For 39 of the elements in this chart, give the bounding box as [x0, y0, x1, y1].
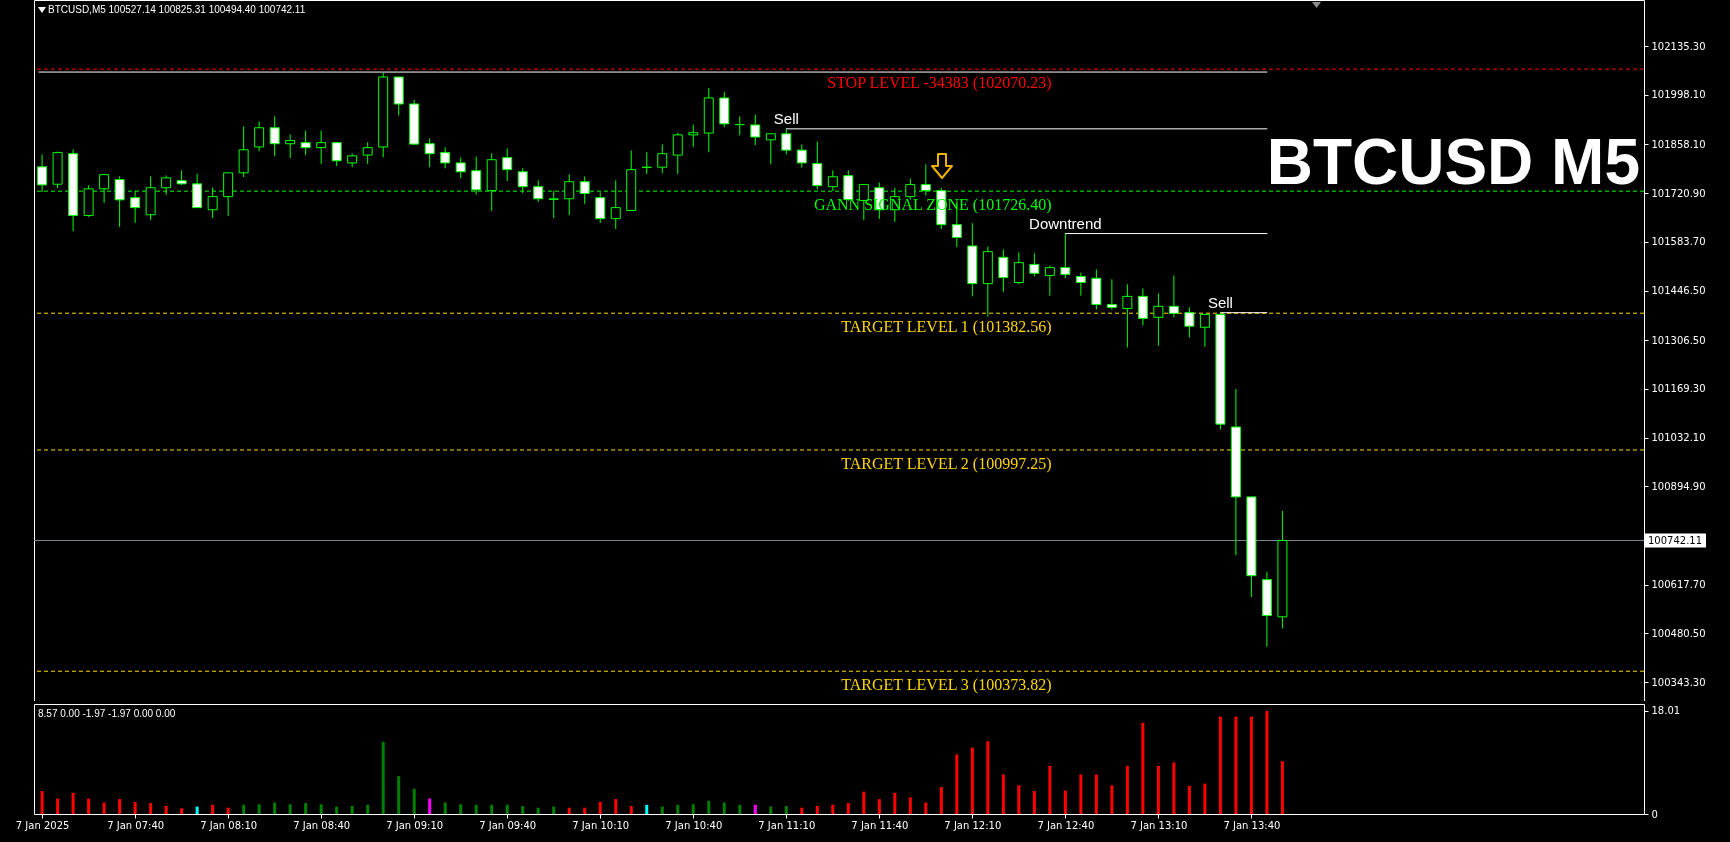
annotation: Sell — [1207, 293, 1233, 311]
x-tick-label: 7 Jan 08:40 — [293, 819, 351, 831]
y-tick-label: 0 — [1651, 808, 1658, 820]
ref-line-label: TARGET LEVEL 3 (100373.82) — [841, 676, 1052, 695]
x-tick-label: 7 Jan 11:40 — [851, 819, 909, 831]
x-tick-label: 7 Jan 2025 — [15, 819, 70, 831]
y-tick-label: 100894.90 — [1651, 480, 1706, 492]
x-tick-label: 7 Jan 13:10 — [1130, 819, 1188, 831]
y-tick-label: 18.01 — [1651, 705, 1681, 717]
y-tick-label: 100480.50 — [1651, 627, 1706, 639]
y-tick-label: 100617.70 — [1651, 579, 1706, 591]
chart-title: 8.57 0.00 -1.97 -1.97 0.00 0.00 — [38, 708, 176, 719]
x-tick-label: 7 Jan 08:10 — [200, 819, 258, 831]
y-tick-label: 101306.50 — [1651, 334, 1706, 346]
ref-line-label: TARGET LEVEL 2 (100997.25) — [841, 454, 1052, 473]
y-tick-label: 101998.10 — [1651, 89, 1706, 101]
y-tick-label: 101583.70 — [1651, 236, 1706, 248]
y-tick-label: 101858.10 — [1651, 138, 1706, 150]
annotation: Downtrend — [1029, 214, 1102, 232]
x-tick-label: 7 Jan 11:10 — [758, 819, 816, 831]
x-tick-label: 7 Jan 12:10 — [944, 819, 1002, 831]
text: BTCUSD M5 — [1266, 126, 1640, 198]
x-tick-label: 7 Jan 10:40 — [665, 819, 723, 831]
ref-line-label: STOP LEVEL -34383 (102070.23) — [827, 74, 1052, 93]
x-tick-label: 7 Jan 07:40 — [107, 819, 165, 831]
y-tick-label: 102135.30 — [1651, 40, 1706, 52]
x-tick-label: 7 Jan 09:10 — [386, 819, 444, 831]
y-tick-label: 101446.50 — [1651, 285, 1706, 297]
y-tick-label: 101032.10 — [1651, 432, 1706, 444]
chart-title: BTCUSD,M5 100527.14 100825.31 100494.40 100742.11 — [48, 4, 306, 15]
annotation: Sell — [773, 109, 799, 127]
x-tick-label: 7 Jan 10:10 — [572, 819, 630, 831]
x-tick-label: 7 Jan 13:40 — [1223, 819, 1281, 831]
x-tick-label: 7 Jan 09:40 — [479, 819, 537, 831]
y-tick-label: 101720.90 — [1651, 187, 1706, 199]
ref-line-label: TARGET LEVEL 1 (101382.56) — [841, 318, 1052, 337]
y-tick-label: 101169.30 — [1651, 383, 1706, 395]
x-tick-label: 7 Jan 12:40 — [1037, 819, 1095, 831]
y-tick-label: 100343.30 — [1651, 676, 1706, 688]
